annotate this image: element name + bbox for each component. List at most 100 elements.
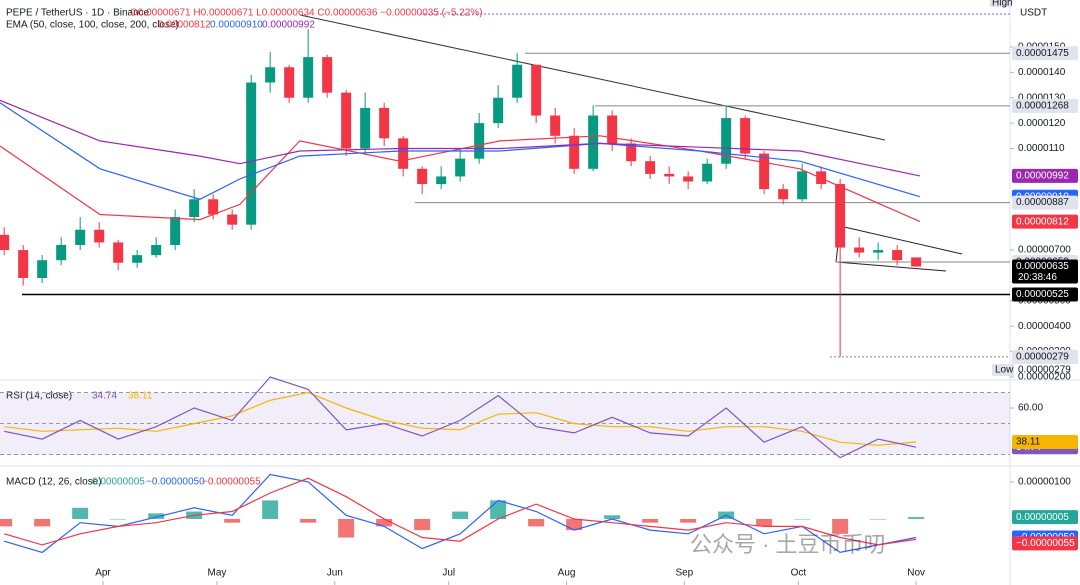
candle-body: [702, 163, 713, 182]
macd-line: [4, 477, 917, 546]
ema-legend-value: 0.00000910: [210, 20, 263, 31]
ema-line: [0, 99, 921, 177]
macd-bar: [528, 518, 545, 527]
macd-bar: [110, 518, 127, 520]
candle-body: [208, 199, 219, 215]
axis-label-box: [1012, 536, 1078, 551]
macd-bar: [566, 518, 583, 531]
axis-unit: USDT: [1020, 8, 1047, 19]
candle-body: [132, 255, 143, 263]
macd-legend-value: −0.00000050: [146, 477, 205, 488]
candle-body: [778, 189, 789, 200]
ohlc-text: O0.00000671 H0.00000671 L0.00000634 C0.0…: [130, 8, 483, 19]
macd-bar: [338, 518, 355, 538]
candle-body: [18, 250, 29, 278]
ema-legend: EMA (50, close, 100, close, 200, close): [6, 20, 179, 31]
x-tick-label: Aug: [558, 568, 576, 579]
candle-body: [664, 173, 675, 177]
candle-body: [398, 138, 409, 169]
axis-label-box: [1012, 434, 1078, 449]
axis-label: 0.00000005: [1016, 512, 1069, 523]
low-value: 0.00000279: [1018, 365, 1071, 376]
macd-bar: [300, 518, 317, 523]
candle-body: [721, 118, 732, 164]
rsi-legend-value: 34.74: [92, 391, 117, 402]
candle-body: [474, 123, 485, 159]
candle-body: [227, 214, 238, 225]
x-tick-label: May: [208, 568, 227, 579]
y-tick-label: 0.00000200: [1018, 372, 1071, 383]
candle-body: [531, 64, 542, 116]
macd-bar: [908, 517, 925, 519]
macd-bar: [72, 507, 89, 519]
high-badge: [990, 0, 1012, 7]
x-tick-label: Oct: [791, 568, 807, 579]
macd-bar: [680, 518, 697, 523]
axis-label: 0.00001475: [1016, 48, 1069, 59]
candle-body: [569, 135, 580, 169]
high-label: High: [992, 0, 1013, 9]
low-label: Low: [995, 365, 1014, 376]
rsi-line: [4, 391, 917, 446]
axis-label: 0.00000635: [1016, 261, 1069, 272]
wedge-upper: [839, 225, 963, 255]
candle-body: [360, 107, 371, 149]
countdown: 20:38:46: [1018, 272, 1057, 283]
macd-bar: [414, 518, 431, 531]
candle-body: [892, 250, 903, 261]
ema-legend-value: 0.00000812: [158, 20, 211, 31]
y-tick-label: 0.00000100: [1018, 477, 1071, 488]
candle-body: [37, 260, 48, 278]
candle-body: [854, 247, 865, 253]
candle-body: [284, 67, 295, 98]
axis-label-box: [1012, 287, 1078, 302]
macd-title: MACD (12, 26, close): [6, 477, 102, 488]
axis-label-box: [1012, 168, 1078, 183]
candle-body: [322, 57, 333, 93]
candle-body: [151, 244, 162, 256]
candle-body: [626, 143, 637, 162]
y-tick-label: 0.00000400: [1018, 321, 1071, 332]
candle-body: [436, 176, 447, 185]
candle-body: [911, 257, 922, 267]
candle-body: [493, 97, 504, 124]
axis-label: 0.00000279: [1016, 352, 1069, 363]
x-tick-label: Apr: [95, 568, 111, 579]
y-tick-label: 0.0000110: [1018, 143, 1065, 154]
ema-line: [0, 135, 921, 223]
candle-body: [170, 217, 181, 245]
axis-label-box: [1012, 195, 1078, 210]
macd-line: [4, 473, 917, 554]
candle-body: [189, 199, 200, 218]
candle-body: [303, 57, 314, 98]
candle-body: [645, 161, 656, 174]
axis-label-box: [1012, 349, 1078, 364]
candle-body: [0, 234, 10, 251]
candle-body: [113, 242, 124, 263]
ema-legend-value: 0.00000992: [262, 20, 315, 31]
rsi-legend-value: 38.11: [128, 391, 153, 402]
macd-legend-value: 0.00000005: [92, 477, 145, 488]
candle-body: [512, 64, 523, 98]
axis-label-box: [1012, 510, 1078, 525]
candle-body: [550, 115, 561, 136]
candle-body: [607, 115, 618, 144]
axis-label-box: [1012, 46, 1078, 61]
axis-label: 0.00000525: [1016, 289, 1069, 300]
rsi-line: [4, 376, 917, 459]
macd-bar: [376, 518, 393, 527]
x-tick-label: Nov: [907, 568, 925, 579]
candle-body: [455, 158, 466, 177]
macd-bar: [642, 518, 659, 523]
watermark: 公众号 · 土豆币币叨: [690, 532, 886, 557]
macd-bar: [604, 515, 621, 519]
axis-label: 0.00000992: [1016, 171, 1069, 182]
ema-line: [0, 102, 921, 200]
y-tick-label: 0.0000130: [1018, 92, 1066, 103]
macd-bar: [794, 518, 811, 520]
rsi-title: RSI (14, close): [6, 391, 72, 402]
candle-body: [56, 244, 67, 261]
x-tick-label: Jun: [327, 568, 343, 579]
axis-label: 0.00000887: [1016, 197, 1069, 208]
candle-body: [75, 229, 86, 245]
